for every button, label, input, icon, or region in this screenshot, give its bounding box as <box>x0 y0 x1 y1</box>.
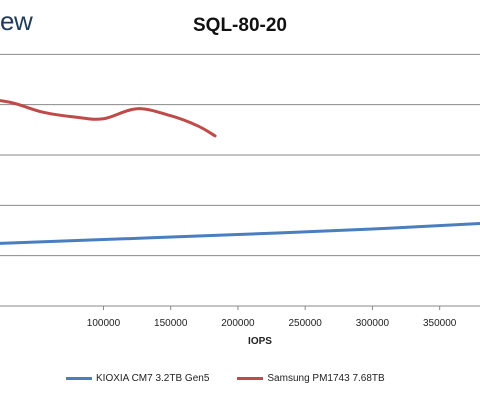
chart-legend: KIOXIA CM7 3.2TB Gen5 Samsung PM1743 7.6… <box>66 373 413 384</box>
legend-item-series-1: KIOXIA CM7 3.2TB Gen5 <box>66 373 209 384</box>
legend-item-series-2: Samsung PM1743 7.68TB <box>237 373 385 384</box>
x-tick-label-4: 250000 <box>288 318 322 329</box>
x-tick-label-5: 300000 <box>356 318 390 329</box>
legend-label-series-1: KIOXIA CM7 3.2TB Gen5 <box>96 373 210 384</box>
brand-logo-text: ew <box>0 6 33 36</box>
x-tick-label-2: 150000 <box>154 318 188 329</box>
x-tick-label-1: 100000 <box>87 318 121 329</box>
series-line-2 <box>0 99 217 138</box>
legend-swatch-series-1 <box>66 377 92 380</box>
x-tick-label-6: 350000 <box>423 318 457 329</box>
chart-title: SQL-80-20 <box>193 15 287 36</box>
series-line-1 <box>0 221 480 245</box>
x-axis-label: IOPS <box>248 336 272 347</box>
legend-label-series-2: Samsung PM1743 7.68TB <box>267 373 385 384</box>
x-tick-label-3: 200000 <box>221 318 255 329</box>
legend-swatch-series-2 <box>237 377 264 380</box>
